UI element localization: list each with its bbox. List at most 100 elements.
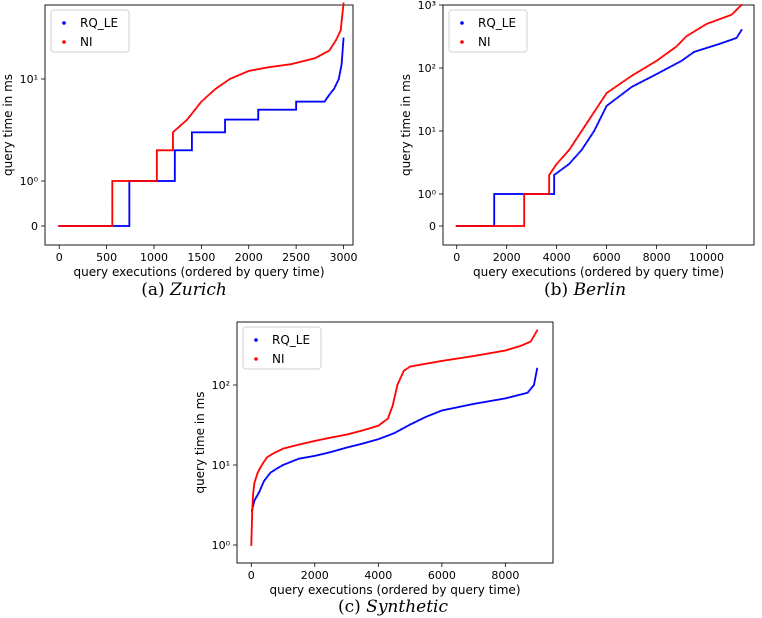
data-point (166, 149, 168, 152)
data-point (587, 138, 590, 141)
data-point (108, 225, 111, 227)
data-point (683, 58, 685, 60)
data-point (523, 193, 526, 195)
data-point (239, 118, 242, 121)
data-point (355, 444, 358, 446)
data-point (309, 100, 312, 103)
data-point (342, 40, 345, 43)
data-point (128, 184, 131, 187)
data-point (257, 113, 260, 115)
data-point (395, 430, 398, 433)
data-point (493, 207, 496, 210)
data-point (233, 118, 236, 121)
data-point (403, 426, 406, 429)
data-point (590, 114, 593, 117)
data-point (666, 67, 669, 70)
data-point (132, 180, 134, 182)
data-point (128, 222, 131, 224)
data-point (209, 131, 212, 134)
data-point (402, 370, 405, 372)
data-point (686, 55, 689, 58)
data-point (513, 346, 515, 349)
data-point (378, 423, 381, 426)
data-point (170, 180, 173, 182)
data-point (621, 92, 624, 95)
data-point (584, 142, 587, 145)
data-point (296, 444, 299, 446)
data-point (279, 465, 282, 468)
data-point (122, 225, 124, 227)
data-point (269, 471, 272, 474)
data-point (334, 435, 336, 438)
data-point (384, 419, 387, 422)
data-point (422, 417, 425, 420)
data-point (429, 414, 432, 417)
data-point (707, 22, 709, 25)
data-point (282, 108, 285, 111)
data-point (635, 71, 638, 74)
data-point (474, 402, 477, 405)
data-point (105, 225, 107, 227)
data-point (395, 387, 398, 389)
data-point (398, 429, 401, 432)
data-point (483, 401, 486, 403)
data-point (629, 75, 632, 78)
data-point (505, 349, 508, 351)
data-point (69, 225, 72, 227)
data-point (211, 91, 213, 93)
data-point (594, 108, 597, 111)
data-point (238, 118, 241, 121)
data-point (258, 469, 260, 472)
legend-marker (254, 338, 258, 342)
data-point (155, 149, 158, 152)
x-tick-label: 0 (248, 569, 255, 582)
data-point (285, 462, 287, 465)
data-point (306, 100, 309, 103)
data-point (697, 27, 700, 30)
data-point (726, 15, 729, 18)
data-point (515, 225, 518, 227)
data-point (276, 65, 279, 67)
x-tick-label: 8000 (643, 251, 671, 264)
data-point (669, 50, 672, 52)
data-point (389, 412, 391, 414)
data-point (344, 447, 347, 449)
data-point (152, 180, 155, 182)
data-point (739, 30, 742, 33)
data-point (512, 193, 515, 195)
data-point (190, 140, 193, 143)
data-point (474, 225, 477, 227)
data-point (626, 88, 629, 91)
data-point (111, 209, 114, 212)
data-point (595, 107, 598, 110)
data-point (659, 70, 662, 73)
data-point (345, 433, 348, 436)
data-point (251, 511, 254, 513)
data-point (209, 92, 212, 95)
data-point (253, 483, 256, 486)
data-point (251, 520, 253, 523)
data-point (650, 76, 652, 78)
data-point (533, 335, 535, 337)
data-point (457, 357, 460, 360)
data-point (523, 221, 526, 224)
data-point (533, 382, 536, 385)
data-point (504, 225, 507, 227)
data-point (190, 138, 193, 141)
data-point (562, 156, 564, 158)
data-point (155, 167, 158, 170)
data-point (128, 204, 131, 207)
data-point (477, 354, 480, 357)
data-point (484, 400, 487, 403)
data-point (737, 34, 740, 37)
data-point (368, 440, 371, 443)
data-point (507, 396, 510, 399)
data-point (726, 40, 729, 42)
data-point (242, 72, 244, 75)
data-point (379, 423, 382, 425)
data-point (720, 17, 723, 20)
data-point (306, 456, 309, 459)
data-point (221, 83, 223, 86)
data-point (523, 213, 526, 216)
